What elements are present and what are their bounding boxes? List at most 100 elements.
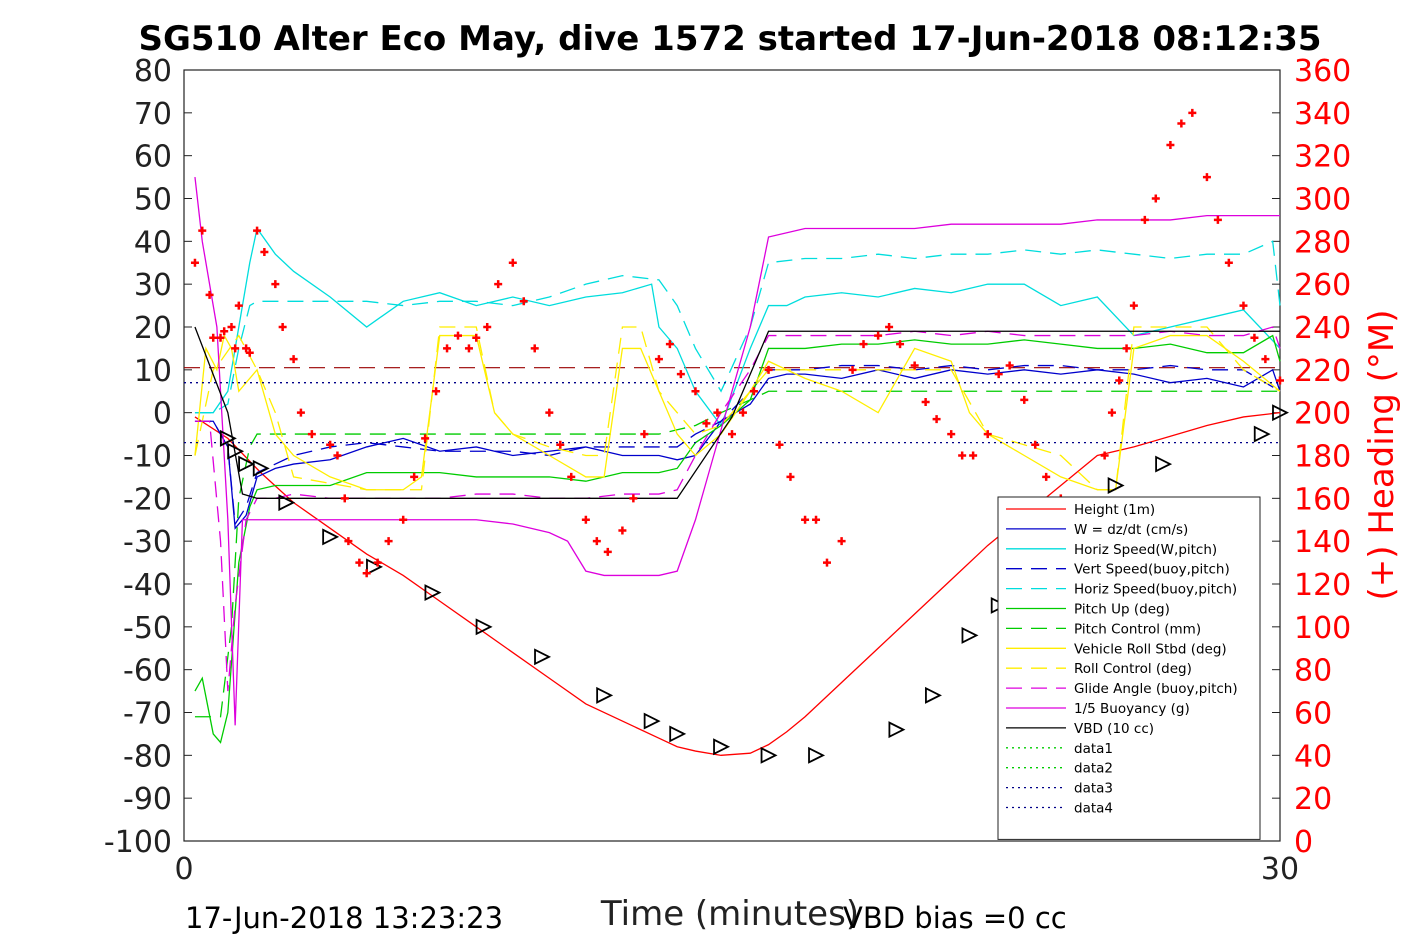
y-tick-label: -70 (123, 697, 172, 732)
series-line-1-5-buoyancy-g (194, 177, 1280, 726)
heading-point (508, 258, 517, 267)
series-line-vehicle-roll-stbd-deg (194, 333, 1281, 491)
heading-point (1239, 301, 1248, 310)
heading-point (859, 340, 868, 349)
y-right-tick-label: 340 (1294, 97, 1351, 132)
legend-entry: Glide Angle (buoy,pitch) (1074, 681, 1238, 697)
heading-point (885, 323, 894, 331)
heading-point (822, 558, 831, 567)
heading-point (227, 323, 236, 331)
height-marker (424, 584, 442, 602)
heading-point (556, 440, 565, 449)
heading-point (1188, 108, 1197, 117)
heading-point (1261, 355, 1270, 364)
y-tick-label: -100 (104, 825, 172, 860)
y-right-tick-label: 120 (1294, 568, 1351, 603)
heading-point (344, 537, 353, 546)
height-marker (219, 429, 237, 447)
y-tick-label: 10 (134, 354, 172, 389)
heading-point (296, 408, 305, 417)
heading-point (454, 331, 462, 340)
height-marker (643, 712, 661, 730)
heading-point (786, 472, 795, 481)
legend-entry: Horiz Speed(buoy,pitch) (1074, 582, 1237, 598)
heading-point (271, 280, 280, 289)
series-line-height-1m (194, 412, 1281, 756)
heading-point (245, 348, 254, 357)
heading-point (1224, 258, 1233, 267)
height-marker (596, 686, 614, 704)
x-tick-label: 30 (1261, 852, 1299, 887)
heading-point (1213, 215, 1222, 224)
heading-point (333, 451, 342, 460)
heading-point (1107, 408, 1116, 417)
heading-point (1042, 472, 1051, 481)
x-tick-label: 0 (174, 852, 193, 887)
heading-point (994, 370, 1003, 379)
heading-point (234, 301, 243, 310)
plot-area: 80706050403020100-10-20-30-40-50-60-70-8… (104, 54, 1351, 887)
y-right-tick-label: 280 (1294, 225, 1351, 260)
heading-point (1020, 395, 1029, 404)
y-tick-label: 70 (134, 97, 172, 132)
series-line-horiz-speed-w-pitch (194, 226, 1281, 427)
heading-point (231, 344, 240, 353)
height-marker (278, 494, 296, 512)
y-right-tick-label: 260 (1294, 268, 1351, 303)
heading-point (494, 280, 503, 289)
heading-point (326, 440, 335, 449)
heading-point (764, 365, 773, 374)
heading-point (1031, 440, 1040, 449)
legend-entry: W = dz/dt (cm/s) (1074, 522, 1188, 538)
y-right-tick-label: 220 (1294, 354, 1351, 389)
heading-point (947, 430, 956, 439)
legend-entry: data4 (1074, 801, 1113, 817)
legend-entry: data1 (1074, 741, 1113, 757)
heading-point (713, 408, 722, 417)
heading-point (629, 494, 638, 503)
heading-point (190, 258, 199, 267)
heading-point (289, 355, 298, 364)
heading-point (205, 290, 214, 299)
y-right-tick-label: 140 (1294, 525, 1351, 560)
heading-point (837, 537, 846, 546)
height-marker (252, 459, 270, 477)
legend-entry: Vehicle Roll Stbd (deg) (1074, 641, 1227, 657)
y-tick-label: -40 (123, 568, 172, 603)
y-right-tick-label: 60 (1294, 697, 1332, 732)
y-tick-label: -80 (123, 739, 172, 774)
y-right-tick-label: 100 (1294, 611, 1351, 646)
y-right-tick-label: 180 (1294, 440, 1351, 475)
heading-point (209, 333, 218, 342)
heading-point (812, 515, 821, 524)
series-line-pitch-up-deg (194, 334, 1281, 744)
heading-point (355, 558, 364, 567)
y-tick-label: -20 (123, 482, 172, 517)
height-marker (227, 442, 245, 460)
heading-point (1250, 333, 1259, 342)
y-tick-label: 0 (153, 397, 172, 432)
legend: Height (1m) W = dz/dt (cm/s) Horiz Speed(W… (997, 496, 1261, 840)
heading-point (198, 226, 207, 235)
footer-timestamp: 17-Jun-2018 13:23:23 (185, 901, 503, 935)
height-marker (1155, 455, 1173, 473)
series-line-horiz-speed-buoy-pitch (194, 240, 1281, 414)
heading-point (399, 515, 408, 524)
heading-point (1122, 344, 1131, 353)
heading-point (969, 451, 978, 460)
height-marker (1107, 477, 1125, 494)
heading-point (874, 331, 883, 340)
heading-point (1005, 361, 1014, 370)
heading-point (676, 370, 685, 379)
y-right-tick-label: 360 (1294, 54, 1351, 89)
heading-point (216, 333, 225, 342)
heading-point (702, 419, 711, 428)
y-tick-label: 80 (134, 54, 172, 89)
heading-point (472, 333, 481, 342)
y-right-tick-label: 0 (1294, 825, 1313, 860)
heading-point (421, 434, 430, 443)
height-marker (669, 725, 687, 743)
heading-point (801, 515, 810, 524)
y-tick-label: 30 (134, 268, 172, 303)
